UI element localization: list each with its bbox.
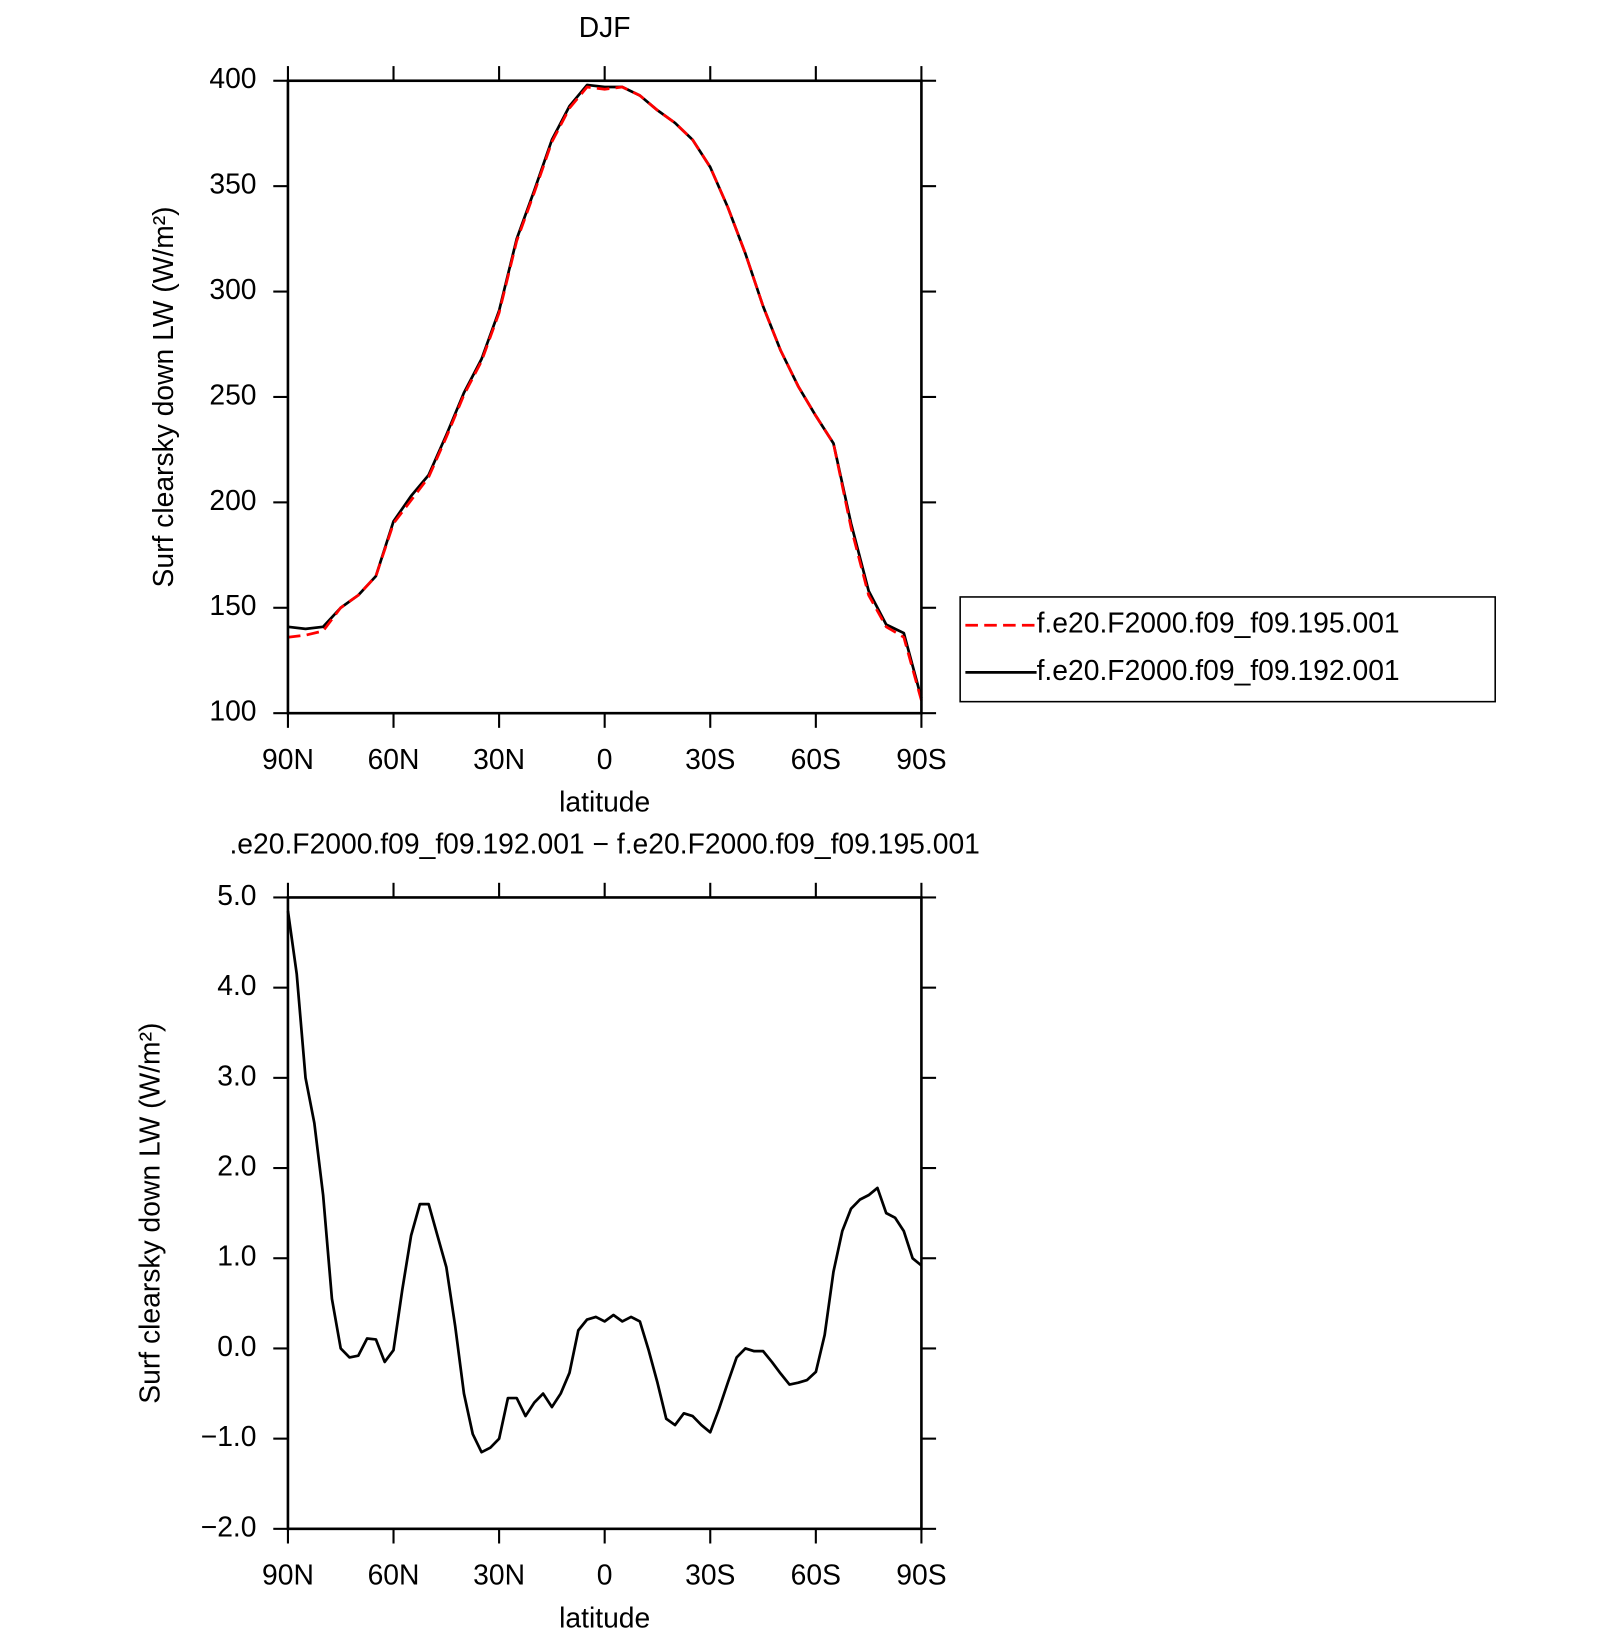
y-tick-label: 100 — [209, 695, 256, 727]
chart-title: DJF — [579, 11, 631, 43]
x-tick-label: 0 — [597, 1558, 613, 1590]
y-tick-label: 4.0 — [217, 969, 256, 1001]
y-tick-label: −2.0 — [201, 1510, 257, 1542]
y-tick-label: −1.0 — [201, 1420, 257, 1452]
x-tick-label: 30N — [473, 743, 525, 775]
y-tick-label: 0.0 — [217, 1330, 256, 1362]
data-line — [287, 85, 923, 701]
x-tick-label: 60S — [791, 743, 841, 775]
y-tick-label: 250 — [209, 378, 256, 410]
x-tick-label: 90N — [262, 1558, 314, 1590]
x-tick-label: 30N — [473, 1558, 525, 1590]
legend-label: f.e20.F2000.f09_f09.195.001 — [1037, 607, 1400, 639]
plot-frame — [286, 896, 923, 1531]
legend-label: f.e20.F2000.f09_f09.192.001 — [1037, 654, 1400, 686]
y-tick-label: 400 — [209, 62, 256, 94]
y-tick-label: 5.0 — [217, 879, 256, 911]
x-axis-label: latitude — [559, 1601, 650, 1633]
x-axis-label: latitude — [559, 786, 650, 818]
y-tick-label: 2.0 — [217, 1150, 256, 1182]
plot: DJF 100 150 200 250 300 350 400 90N 60N 30N 0 30S 60S… — [147, 11, 1496, 818]
y-tick-label: 300 — [209, 273, 256, 305]
x-tick-label: 90S — [896, 743, 946, 775]
plot: .e20.F2000.f09_f09.192.001 − f.e20.F2000… — [133, 828, 980, 1634]
y-axis-label: Surf clearsky down LW (W/m²) — [133, 1023, 165, 1404]
x-tick-label: 90S — [896, 1558, 946, 1590]
x-tick-label: 0 — [597, 743, 613, 775]
y-tick-label: 350 — [209, 168, 256, 200]
x-tick-label: 60N — [368, 743, 420, 775]
x-tick-label: 90N — [262, 743, 314, 775]
y-tick-label: 200 — [209, 484, 256, 516]
x-tick-label: 30S — [685, 1558, 735, 1590]
x-tick-label: 30S — [685, 743, 735, 775]
y-axis-label: Surf clearsky down LW (W/m²) — [147, 206, 179, 587]
y-tick-label: 1.0 — [217, 1240, 256, 1272]
plot-frame — [286, 79, 923, 715]
chart-title: .e20.F2000.f09_f09.192.001 − f.e20.F2000… — [229, 828, 979, 860]
y-tick-label: 150 — [209, 589, 256, 621]
x-tick-label: 60S — [791, 1558, 841, 1590]
x-tick-label: 60N — [368, 1558, 420, 1590]
data-line — [287, 83, 923, 699]
data-line — [286, 910, 923, 1454]
y-tick-label: 3.0 — [217, 1059, 256, 1091]
legend-box — [959, 596, 1496, 703]
